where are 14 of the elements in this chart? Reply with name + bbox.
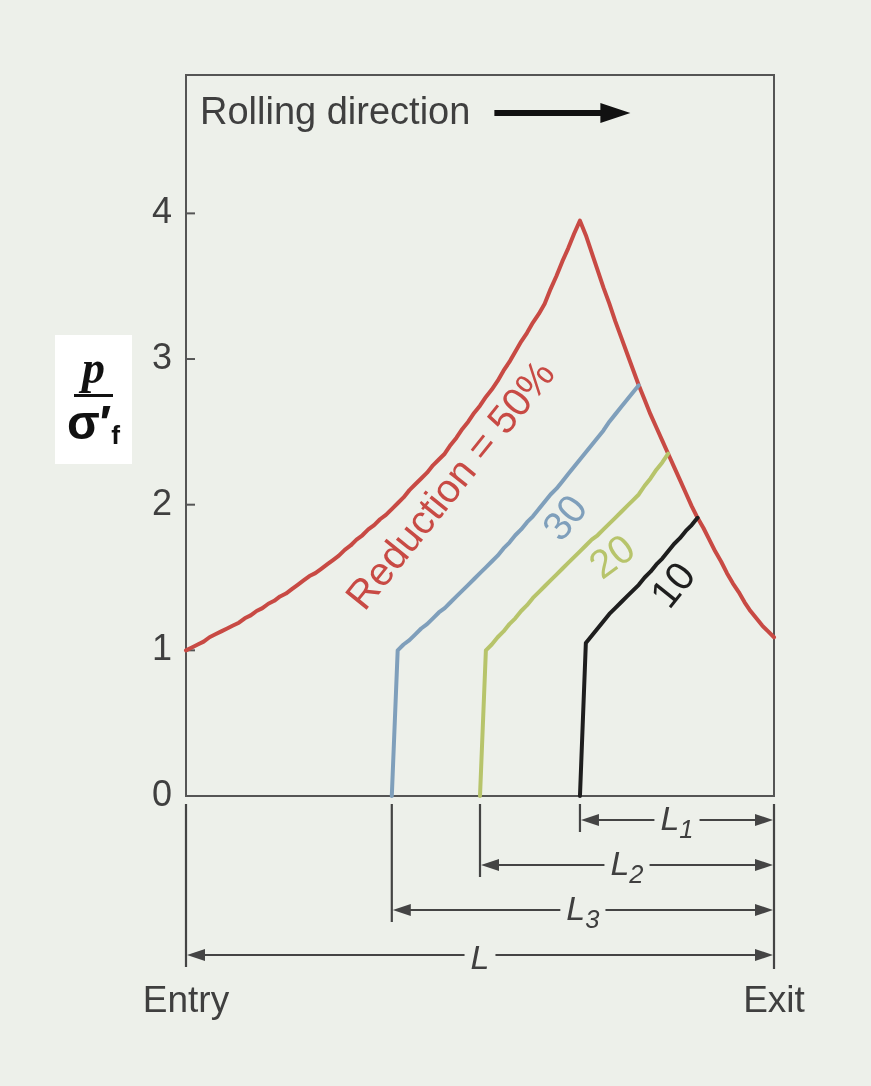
text: L$_{2}$	[610, 844, 644, 889]
text: L	[470, 938, 490, 976]
annotation: Rolling direction	[200, 90, 471, 133]
y-tick-label: 3	[151, 335, 172, 377]
text: L$_{3}$	[566, 889, 600, 934]
y-tick-label: 4	[151, 190, 172, 232]
y-axis-title: p σ′$_{f}$	[67, 341, 121, 451]
y-tick-label: 1	[151, 627, 172, 669]
y-tick-label: 0	[151, 772, 172, 814]
x-tick-label: Entry	[142, 979, 230, 1021]
text: 10	[641, 553, 704, 616]
y-tick-label: 2	[151, 481, 172, 523]
x-tick-label: Exit	[743, 979, 806, 1021]
text: L$_{1}$	[660, 799, 694, 844]
